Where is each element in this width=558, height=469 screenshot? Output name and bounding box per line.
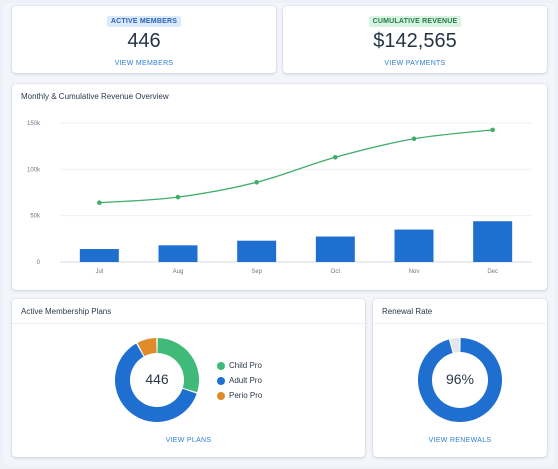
revenue-bar-sep	[237, 240, 277, 262]
legend-dot-adult-pro	[217, 376, 225, 385]
renewal-slice-renewed	[417, 338, 502, 422]
renewal-donut-center: 96%	[446, 371, 474, 387]
y-tick-label: 50k	[30, 214, 41, 220]
cumulative-revenue-line	[99, 129, 493, 204]
view-payments-link[interactable]: VIEW PAYMENTS	[384, 60, 446, 67]
active-members-value: 446	[127, 30, 161, 52]
active-members-badge: ACTIVE MEMBERS	[106, 16, 182, 27]
renewal-header-divider	[373, 323, 547, 324]
legend-item-child-pro: Child Pro	[217, 358, 262, 373]
renewal-rate-card: Renewal Rate 96% VIEW RENEWALS	[373, 299, 547, 457]
revenue-bar-nov	[394, 229, 434, 262]
renewal-slice-remaining	[450, 338, 460, 353]
renewal-donut-chart: 96%	[417, 338, 502, 422]
revenue-bar-oct	[315, 236, 355, 262]
legend-item-adult-pro: Adult Pro	[217, 373, 262, 388]
legend-label-adult-pro: Adult Pro	[229, 376, 262, 385]
y-tick-label: 150k	[27, 121, 41, 127]
plans-legend: Child Pro Adult Pro Perio Pro	[217, 358, 262, 403]
view-members-link[interactable]: VIEW MEMBERS	[114, 60, 174, 67]
cumulative-revenue-badge: CUMULATIVE REVENUE	[368, 16, 462, 27]
membership-plans-card: Active Membership Plans 446 Child Pro Ad…	[12, 299, 365, 457]
view-renewals-link[interactable]: VIEW RENEWALS	[428, 437, 492, 444]
revenue-chart-title: Monthly & Cumulative Revenue Overview	[21, 92, 169, 101]
revenue-bar-dec	[473, 221, 513, 262]
plans-header-divider	[12, 323, 365, 324]
legend-dot-perio-pro	[217, 391, 225, 400]
cumulative-point-sep	[254, 180, 259, 185]
cumulative-revenue-card: CUMULATIVE REVENUE $142,565 VIEW PAYMENT…	[283, 6, 547, 73]
active-members-card: ACTIVE MEMBERS 446 VIEW MEMBERS	[12, 6, 276, 73]
x-tick-label-nov: Nov	[409, 269, 420, 275]
cumulative-point-jul	[97, 200, 102, 205]
plans-slice-adult-pro	[114, 343, 197, 422]
renewal-title: Renewal Rate	[382, 307, 433, 316]
x-tick-label-sep: Sep	[251, 269, 262, 275]
revenue-overview-card: Monthly & Cumulative Revenue Overview 0 5…	[12, 84, 547, 290]
legend-label-perio-pro: Perio Pro	[229, 391, 263, 400]
revenue-bar-aug	[158, 245, 198, 262]
legend-item-perio-pro: Perio Pro	[217, 388, 262, 403]
plans-slice-perio-pro	[137, 338, 157, 357]
cumulative-point-oct	[333, 154, 338, 160]
cumulative-revenue-value: $142,565	[373, 30, 457, 52]
x-tick-label-oct: Oct	[331, 269, 341, 275]
plans-donut-center: 446	[145, 371, 169, 387]
y-tick-label: 100k	[27, 167, 41, 173]
cumulative-point-aug	[175, 194, 181, 200]
plans-donut-chart: 446	[114, 338, 199, 422]
x-tick-label-dec: Dec	[487, 269, 498, 275]
x-tick-label-jul: Jul	[95, 269, 103, 275]
legend-dot-child-pro	[217, 361, 225, 370]
view-plans-link[interactable]: VIEW PLANS	[165, 437, 212, 444]
legend-label-child-pro: Child Pro	[229, 361, 262, 370]
plans-slice-child-pro	[157, 338, 199, 393]
revenue-bar-jul	[79, 249, 119, 262]
y-tick-label: 0	[37, 260, 41, 266]
plans-title: Active Membership Plans	[21, 307, 112, 316]
revenue-chart: 0 50k 100k 150k Jul Aug Sep Oct Nov Dec	[27, 121, 532, 275]
cumulative-point-nov	[411, 136, 417, 142]
x-tick-label-aug: Aug	[173, 269, 184, 275]
cumulative-point-dec	[490, 127, 495, 133]
